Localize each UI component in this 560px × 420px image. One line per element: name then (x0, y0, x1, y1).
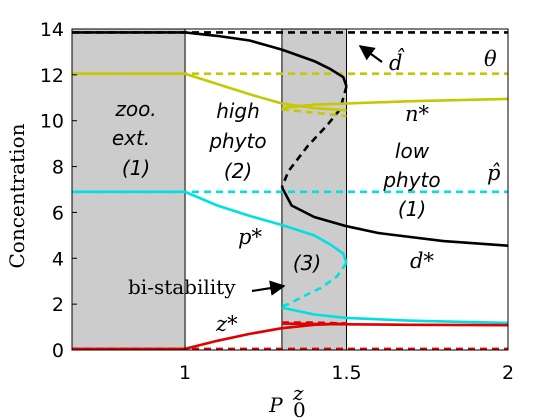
theta-label: θ (484, 47, 497, 71)
region-zoo-ext-line1: zoo. (114, 97, 156, 121)
p-star-label: p* (238, 225, 262, 249)
region-zoo-ext-line2: ext. (112, 126, 150, 150)
bistability-label: bi-stability (128, 275, 236, 299)
y-tick-label: 6 (52, 202, 64, 224)
y-tick-label: 2 (52, 294, 64, 316)
region-zoo-ext-line3: (1) (122, 156, 150, 180)
series-d-upper (184, 31, 348, 87)
y-tick-label: 0 (52, 340, 64, 362)
region-bistable-label: (3) (293, 251, 321, 275)
series-n-upper (184, 72, 347, 112)
shaded-regions (71, 28, 348, 351)
bistability-arrow (251, 280, 286, 296)
x-axis-title-sub: 0 (293, 398, 306, 420)
x-tick-label: 1 (179, 362, 191, 384)
region-label-low-phyto: low phyto (1) (382, 139, 440, 221)
axes: 0 2 4 6 8 10 12 14 1 1.5 2 (40, 19, 514, 384)
y-tick-label: 10 (40, 111, 64, 133)
region-low-phyto-line2: phyto (382, 168, 440, 192)
plot-frame (71, 28, 509, 351)
region-high-phyto-line3: (2) (224, 159, 252, 183)
y-tick-label: 8 (52, 157, 64, 179)
region-label-high-phyto: high phyto (2) (208, 99, 266, 183)
d-hat-arrow (358, 45, 383, 63)
region-high-phyto-line1: high (216, 99, 260, 123)
y-tick-label: 12 (40, 65, 64, 87)
series-n-lower (281, 97, 509, 110)
x-axis-title-sup: z (292, 381, 304, 405)
n-star-label: n* (405, 102, 430, 126)
region-low-phyto-line1: low (395, 139, 430, 163)
d-star-label: d* (410, 249, 434, 273)
series-lines (72, 31, 509, 351)
y-tick-label: 4 (52, 248, 64, 270)
series-z-lower (281, 322, 509, 327)
x-tick-label: 1.5 (331, 362, 361, 384)
shaded-region-1 (281, 28, 348, 351)
series-p-lower (281, 306, 509, 325)
series-p-middle (281, 262, 348, 308)
region-high-phyto-line2: phyto (208, 129, 266, 153)
series-d-lower (280, 186, 509, 247)
p-hat-label: p̂ (487, 161, 500, 185)
y-axis-title: Concentration (5, 123, 29, 268)
x-tick-label: 2 (502, 362, 514, 384)
x-axis-title-main: P (268, 393, 283, 417)
z-star-label: z* (215, 312, 238, 336)
y-tick-label: 14 (40, 19, 64, 41)
region-label-zoo-ext: zoo. ext. (1) (112, 97, 157, 180)
series-p-upper (184, 190, 348, 264)
series-n-middle (281, 108, 347, 118)
shaded-region-0 (71, 28, 186, 351)
d-hat-label: d̂ (389, 48, 405, 75)
region-low-phyto-line3: (1) (398, 197, 426, 221)
x-axis-title: P 0 z (268, 381, 305, 420)
